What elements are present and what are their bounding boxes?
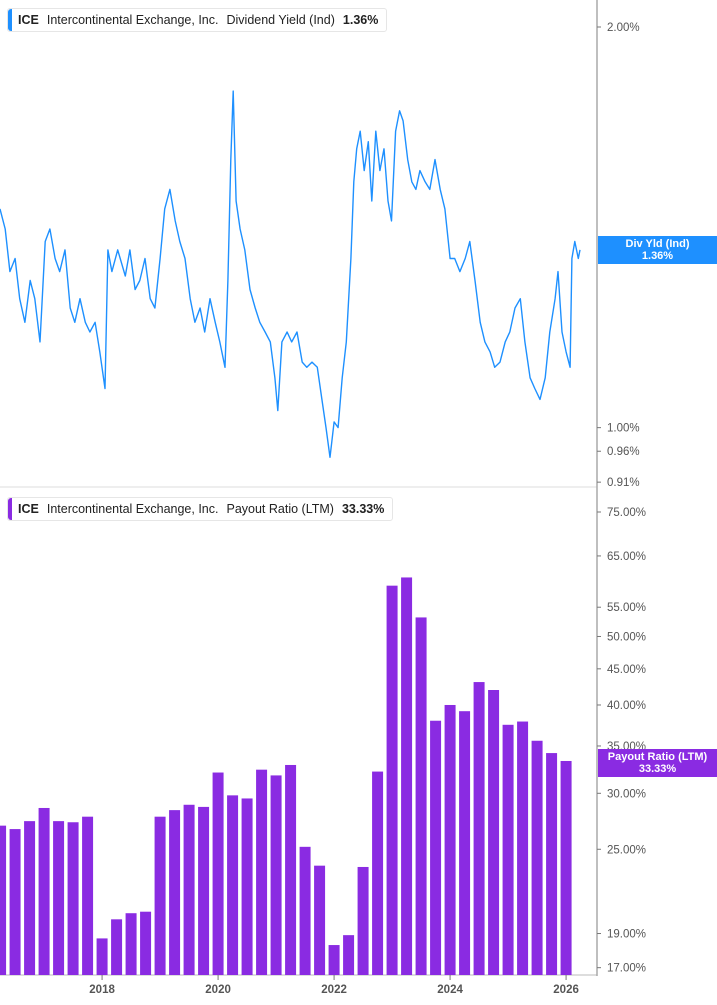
- y-tick-label: 30.00%: [607, 788, 646, 800]
- payout-bar: [140, 911, 152, 975]
- y-tick-label: 45.00%: [607, 664, 646, 676]
- payout-bar: [227, 795, 239, 975]
- payout-bar: [256, 769, 268, 975]
- payout-bar: [357, 866, 369, 975]
- payout-bar: [154, 816, 166, 975]
- payout-bar: [546, 753, 558, 975]
- y-tick-label: 25.00%: [607, 844, 646, 856]
- bottom-legend: ICE Intercontinental Exchange, Inc. Payo…: [7, 497, 394, 521]
- payout-bar: [430, 720, 442, 975]
- x-tick-label: 2018: [89, 984, 115, 996]
- payout-bar: [372, 771, 384, 975]
- x-axis: 2018 2020 2022 2024 2026: [89, 975, 579, 996]
- payout-bar: [125, 913, 137, 975]
- y-tick-label: 17.00%: [607, 963, 646, 975]
- y-tick-label: 1.00%: [607, 423, 640, 435]
- y-tick-label: 75.00%: [607, 507, 646, 519]
- payout-bar: [38, 807, 50, 975]
- payout-bar: [488, 690, 500, 975]
- top-legend: ICE Intercontinental Exchange, Inc. Divi…: [7, 8, 388, 32]
- y-tick-label: 50.00%: [607, 631, 646, 643]
- payout-bar: [198, 806, 210, 975]
- payout-bar: [459, 711, 471, 975]
- flag-label: Div Yld (Ind): [625, 238, 690, 250]
- payout-bar: [502, 724, 514, 975]
- x-tick-label: 2024: [437, 984, 463, 996]
- legend-value: 1.36%: [342, 13, 379, 27]
- payout-bar: [314, 865, 326, 975]
- y-tick-label: 55.00%: [607, 602, 646, 614]
- payout-bar: [111, 919, 123, 975]
- payout-bar: [53, 821, 65, 975]
- payout-bar: [444, 704, 456, 975]
- payout-bar: [473, 682, 485, 975]
- payout-bar: [401, 577, 413, 975]
- legend-ticker: ICE: [18, 502, 39, 516]
- payout-ratio-price-flag: Payout Ratio (LTM) 33.33%: [598, 749, 717, 777]
- payout-bar: [343, 935, 355, 975]
- dividend-yield-line: [0, 90, 581, 458]
- payout-bars: [0, 577, 572, 975]
- payout-bar: [96, 938, 108, 975]
- payout-bar: [285, 764, 297, 975]
- y-tick-label: 65.00%: [607, 551, 646, 563]
- payout-bar: [299, 846, 311, 975]
- payout-bar: [9, 829, 21, 975]
- payout-bar: [212, 772, 224, 975]
- legend-value: 33.33%: [341, 502, 385, 516]
- legend-company: Intercontinental Exchange, Inc.: [46, 502, 219, 516]
- legend-company: Intercontinental Exchange, Inc.: [46, 13, 219, 27]
- series-color-marker: [8, 498, 12, 520]
- y-tick-label: 19.00%: [607, 929, 646, 941]
- payout-bar: [386, 585, 398, 975]
- payout-bar: [24, 821, 36, 975]
- payout-bar: [67, 822, 79, 975]
- payout-bar: [241, 798, 253, 975]
- payout-bar: [270, 775, 282, 975]
- flag-value: 33.33%: [638, 763, 677, 775]
- legend-metric: Dividend Yield (Ind): [226, 13, 335, 27]
- payout-bar: [415, 617, 427, 975]
- y-tick-label: 0.91%: [607, 477, 640, 489]
- payout-bar: [82, 816, 94, 975]
- payout-bar: [517, 721, 529, 975]
- bottom-y-axis: 75.00%65.00%55.00%50.00%45.00%40.00%35.0…: [597, 507, 646, 975]
- flag-value: 1.36%: [641, 250, 674, 262]
- div-yield-price-flag: Div Yld (Ind) 1.36%: [598, 236, 717, 264]
- y-tick-label: 2.00%: [607, 22, 640, 34]
- payout-bar: [328, 945, 340, 975]
- x-tick-label: 2022: [321, 984, 347, 996]
- payout-bar: [183, 804, 195, 975]
- payout-bar: [560, 760, 572, 975]
- payout-bar: [531, 740, 543, 975]
- flag-label: Payout Ratio (LTM): [607, 751, 708, 763]
- payout-bar: [169, 810, 181, 975]
- top-y-axis: 2.00% 1.00% 0.96% 0.91%: [597, 22, 640, 489]
- payout-bar: [0, 825, 7, 975]
- x-tick-label: 2026: [553, 984, 579, 996]
- legend-metric: Payout Ratio (LTM): [226, 502, 334, 516]
- series-color-marker: [8, 9, 12, 31]
- x-tick-label: 2020: [205, 984, 231, 996]
- y-tick-label: 40.00%: [607, 700, 646, 712]
- y-tick-label: 0.96%: [607, 446, 640, 458]
- legend-ticker: ICE: [18, 13, 39, 27]
